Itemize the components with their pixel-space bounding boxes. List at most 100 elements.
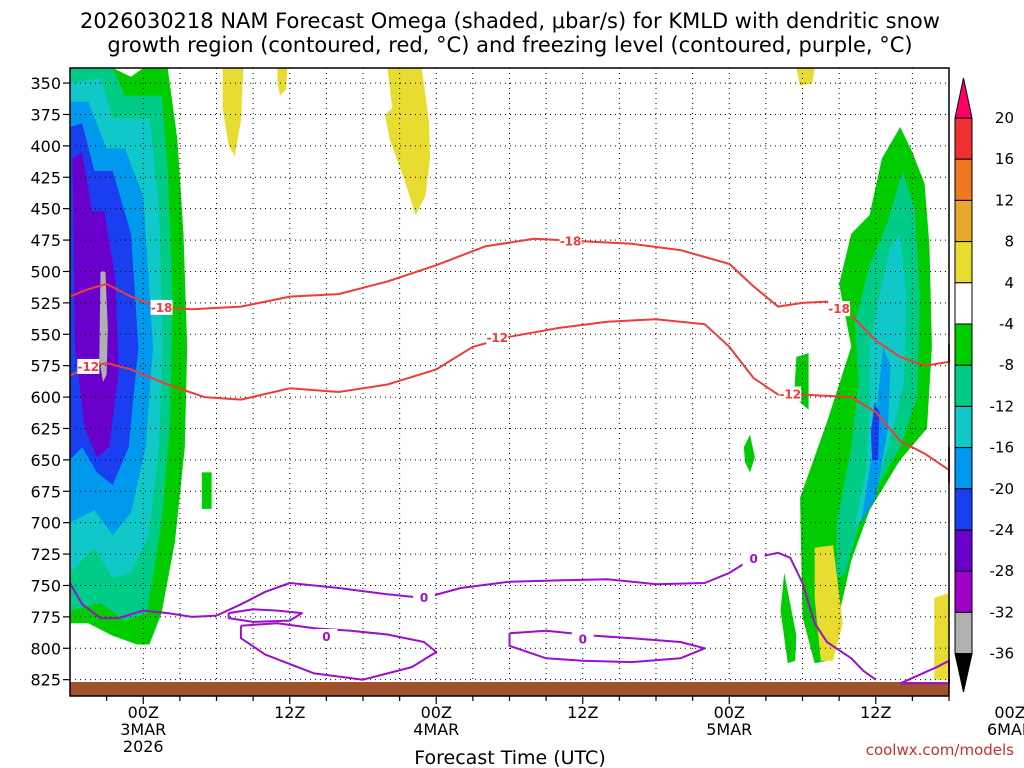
omega-region-pos4-4 bbox=[814, 545, 843, 661]
omega-region-pos4-1 bbox=[277, 68, 288, 96]
colorbar-label-9: -20 bbox=[990, 480, 1015, 498]
contour-label-0-0: -18 bbox=[151, 301, 173, 315]
x-tick-label-6-1: 6MAR bbox=[987, 720, 1024, 739]
y-tick-label-550: 550 bbox=[30, 325, 61, 344]
x-axis-label: Forecast Time (UTC) bbox=[414, 747, 605, 768]
colorbar-label-12: -32 bbox=[990, 603, 1015, 621]
colorbar-box-7 bbox=[954, 405, 973, 449]
colorbar-box-1 bbox=[954, 158, 973, 201]
colorbar-box-6 bbox=[954, 364, 973, 407]
y-tick-label-575: 575 bbox=[30, 357, 61, 376]
y-tick-label-525: 525 bbox=[30, 294, 61, 313]
freezing-loop-label-2-bg bbox=[571, 631, 594, 647]
freezing-loop-0 bbox=[239, 622, 438, 681]
x-tick-label-5-0: 12Z bbox=[860, 703, 891, 722]
y-tick-label-825: 825 bbox=[30, 671, 61, 690]
colorbar-top-triangle bbox=[954, 77, 973, 119]
contour-label-0-2-bg bbox=[828, 301, 851, 317]
x-tick-label-1-0: 12Z bbox=[274, 703, 305, 722]
y-tick-label-600: 600 bbox=[30, 388, 61, 407]
x-tick-label-0-2: 2026 bbox=[123, 737, 164, 756]
omega-positive-shading bbox=[222, 68, 949, 680]
x-tick-label-0-0: 00Z bbox=[128, 703, 159, 722]
y-tick-label-625: 625 bbox=[30, 419, 61, 438]
omega-region--8-10 bbox=[780, 572, 797, 664]
contour-label-1-2: -12 bbox=[779, 388, 801, 402]
y-axis: 350 375 400 425 450 475 500 525 550 575 600 625 650 6… bbox=[30, 74, 70, 690]
contour-label-2-1: 0 bbox=[749, 552, 757, 566]
x-tick-label-2-0: 00Z bbox=[421, 703, 452, 722]
omega-region-pos4-9 bbox=[934, 593, 949, 680]
omega-region-pos4-3 bbox=[796, 68, 815, 86]
colorbar-box-10 bbox=[954, 529, 973, 572]
colorbar-box-3 bbox=[954, 241, 973, 284]
x-tick-label-4-1: 5MAR bbox=[706, 720, 752, 739]
colorbar-label-13: -36 bbox=[990, 645, 1015, 663]
contour-label-1-1-bg bbox=[486, 330, 509, 346]
colorbar-label-0: 20 bbox=[995, 109, 1014, 127]
contour-label-2-1-bg bbox=[742, 551, 765, 567]
colorbar-label-6: -8 bbox=[999, 356, 1014, 374]
colorbar-label-10: -24 bbox=[990, 521, 1015, 539]
y-tick-label-800: 800 bbox=[30, 639, 61, 658]
contour-label-2-0-bg bbox=[413, 590, 436, 606]
contour-label-1-0-bg bbox=[77, 358, 100, 374]
contour-line-0 bbox=[69, 237, 950, 367]
contour-label-1-1: -12 bbox=[486, 331, 508, 345]
omega-region--28-5 bbox=[72, 152, 119, 458]
omega-region-pos4-2 bbox=[385, 68, 431, 215]
x-tick-label-3-0: 12Z bbox=[567, 703, 598, 722]
contour-label-0-1: -18 bbox=[560, 234, 582, 248]
omega-region--32-6 bbox=[99, 271, 108, 382]
colorbar-bottom-triangle bbox=[954, 653, 973, 693]
colorbar-label-3: 8 bbox=[1004, 233, 1014, 251]
colorbar-label-4: 4 bbox=[1004, 274, 1014, 292]
x-tick-label-0-1: 3MAR bbox=[120, 720, 166, 739]
colorbar-label-11: -28 bbox=[990, 562, 1015, 580]
colorbar-label-7: -12 bbox=[990, 397, 1015, 415]
freezing-loop-label-2: 0 bbox=[579, 632, 587, 646]
colorbar-box-0 bbox=[954, 117, 973, 160]
title-line-2: growth region (contoured, red, °C) and f… bbox=[107, 33, 912, 57]
contour-line-1 bbox=[69, 318, 950, 484]
colorbar-box-11 bbox=[954, 570, 973, 613]
omega-region-pos4-0 bbox=[222, 68, 244, 156]
omega-region--24-15 bbox=[870, 403, 880, 460]
y-tick-label-500: 500 bbox=[30, 262, 61, 281]
y-tick-label-725: 725 bbox=[30, 545, 61, 564]
contours: -18 -18 -18 -12 -12 -12 0 0 0 0 bbox=[69, 233, 950, 685]
contour-label-0-2: -18 bbox=[828, 302, 850, 316]
credit-text: coolwx.com/models bbox=[866, 741, 1014, 759]
contour-label-1-0: -12 bbox=[77, 360, 99, 374]
colorbar-label-2: 12 bbox=[995, 191, 1014, 209]
y-tick-label-425: 425 bbox=[30, 168, 61, 187]
omega-region--8-8 bbox=[743, 434, 755, 473]
y-tick-label-475: 475 bbox=[30, 231, 61, 250]
x-tick-label-2-1: 4MAR bbox=[413, 720, 459, 739]
plot-area: -18 -18 -18 -12 -12 -12 0 0 0 0 bbox=[69, 67, 950, 697]
colorbar-label-8: -16 bbox=[990, 439, 1015, 457]
freezing-loop-label-0-bg bbox=[315, 628, 338, 644]
y-tick-label-675: 675 bbox=[30, 482, 61, 501]
y-tick-label-775: 775 bbox=[30, 608, 61, 627]
y-tick-label-400: 400 bbox=[30, 137, 61, 156]
omega-region--8-7 bbox=[201, 472, 212, 509]
omega-shading bbox=[70, 68, 932, 664]
y-tick-label-700: 700 bbox=[30, 514, 61, 533]
y-tick-label-650: 650 bbox=[30, 451, 61, 470]
colorbar-box-4 bbox=[954, 282, 973, 325]
freezing-loop-label-0: 0 bbox=[322, 630, 330, 644]
colorbar-box-2 bbox=[954, 199, 973, 243]
colorbar-box-9 bbox=[954, 488, 973, 531]
y-tick-label-450: 450 bbox=[30, 200, 61, 219]
surface-ground bbox=[70, 682, 949, 696]
y-tick-label-350: 350 bbox=[30, 74, 61, 93]
colorbar-box-5 bbox=[954, 323, 973, 366]
contour-label-0-1-bg bbox=[559, 233, 582, 249]
colorbar: 20 16 12 8 4 -4 -8 -12 -16 -20 -24 -28 -32 -36 bbox=[954, 77, 1015, 693]
y-tick-label-375: 375 bbox=[30, 105, 61, 124]
freezing-loop-1 bbox=[227, 608, 303, 623]
colorbar-box-8 bbox=[954, 447, 973, 490]
